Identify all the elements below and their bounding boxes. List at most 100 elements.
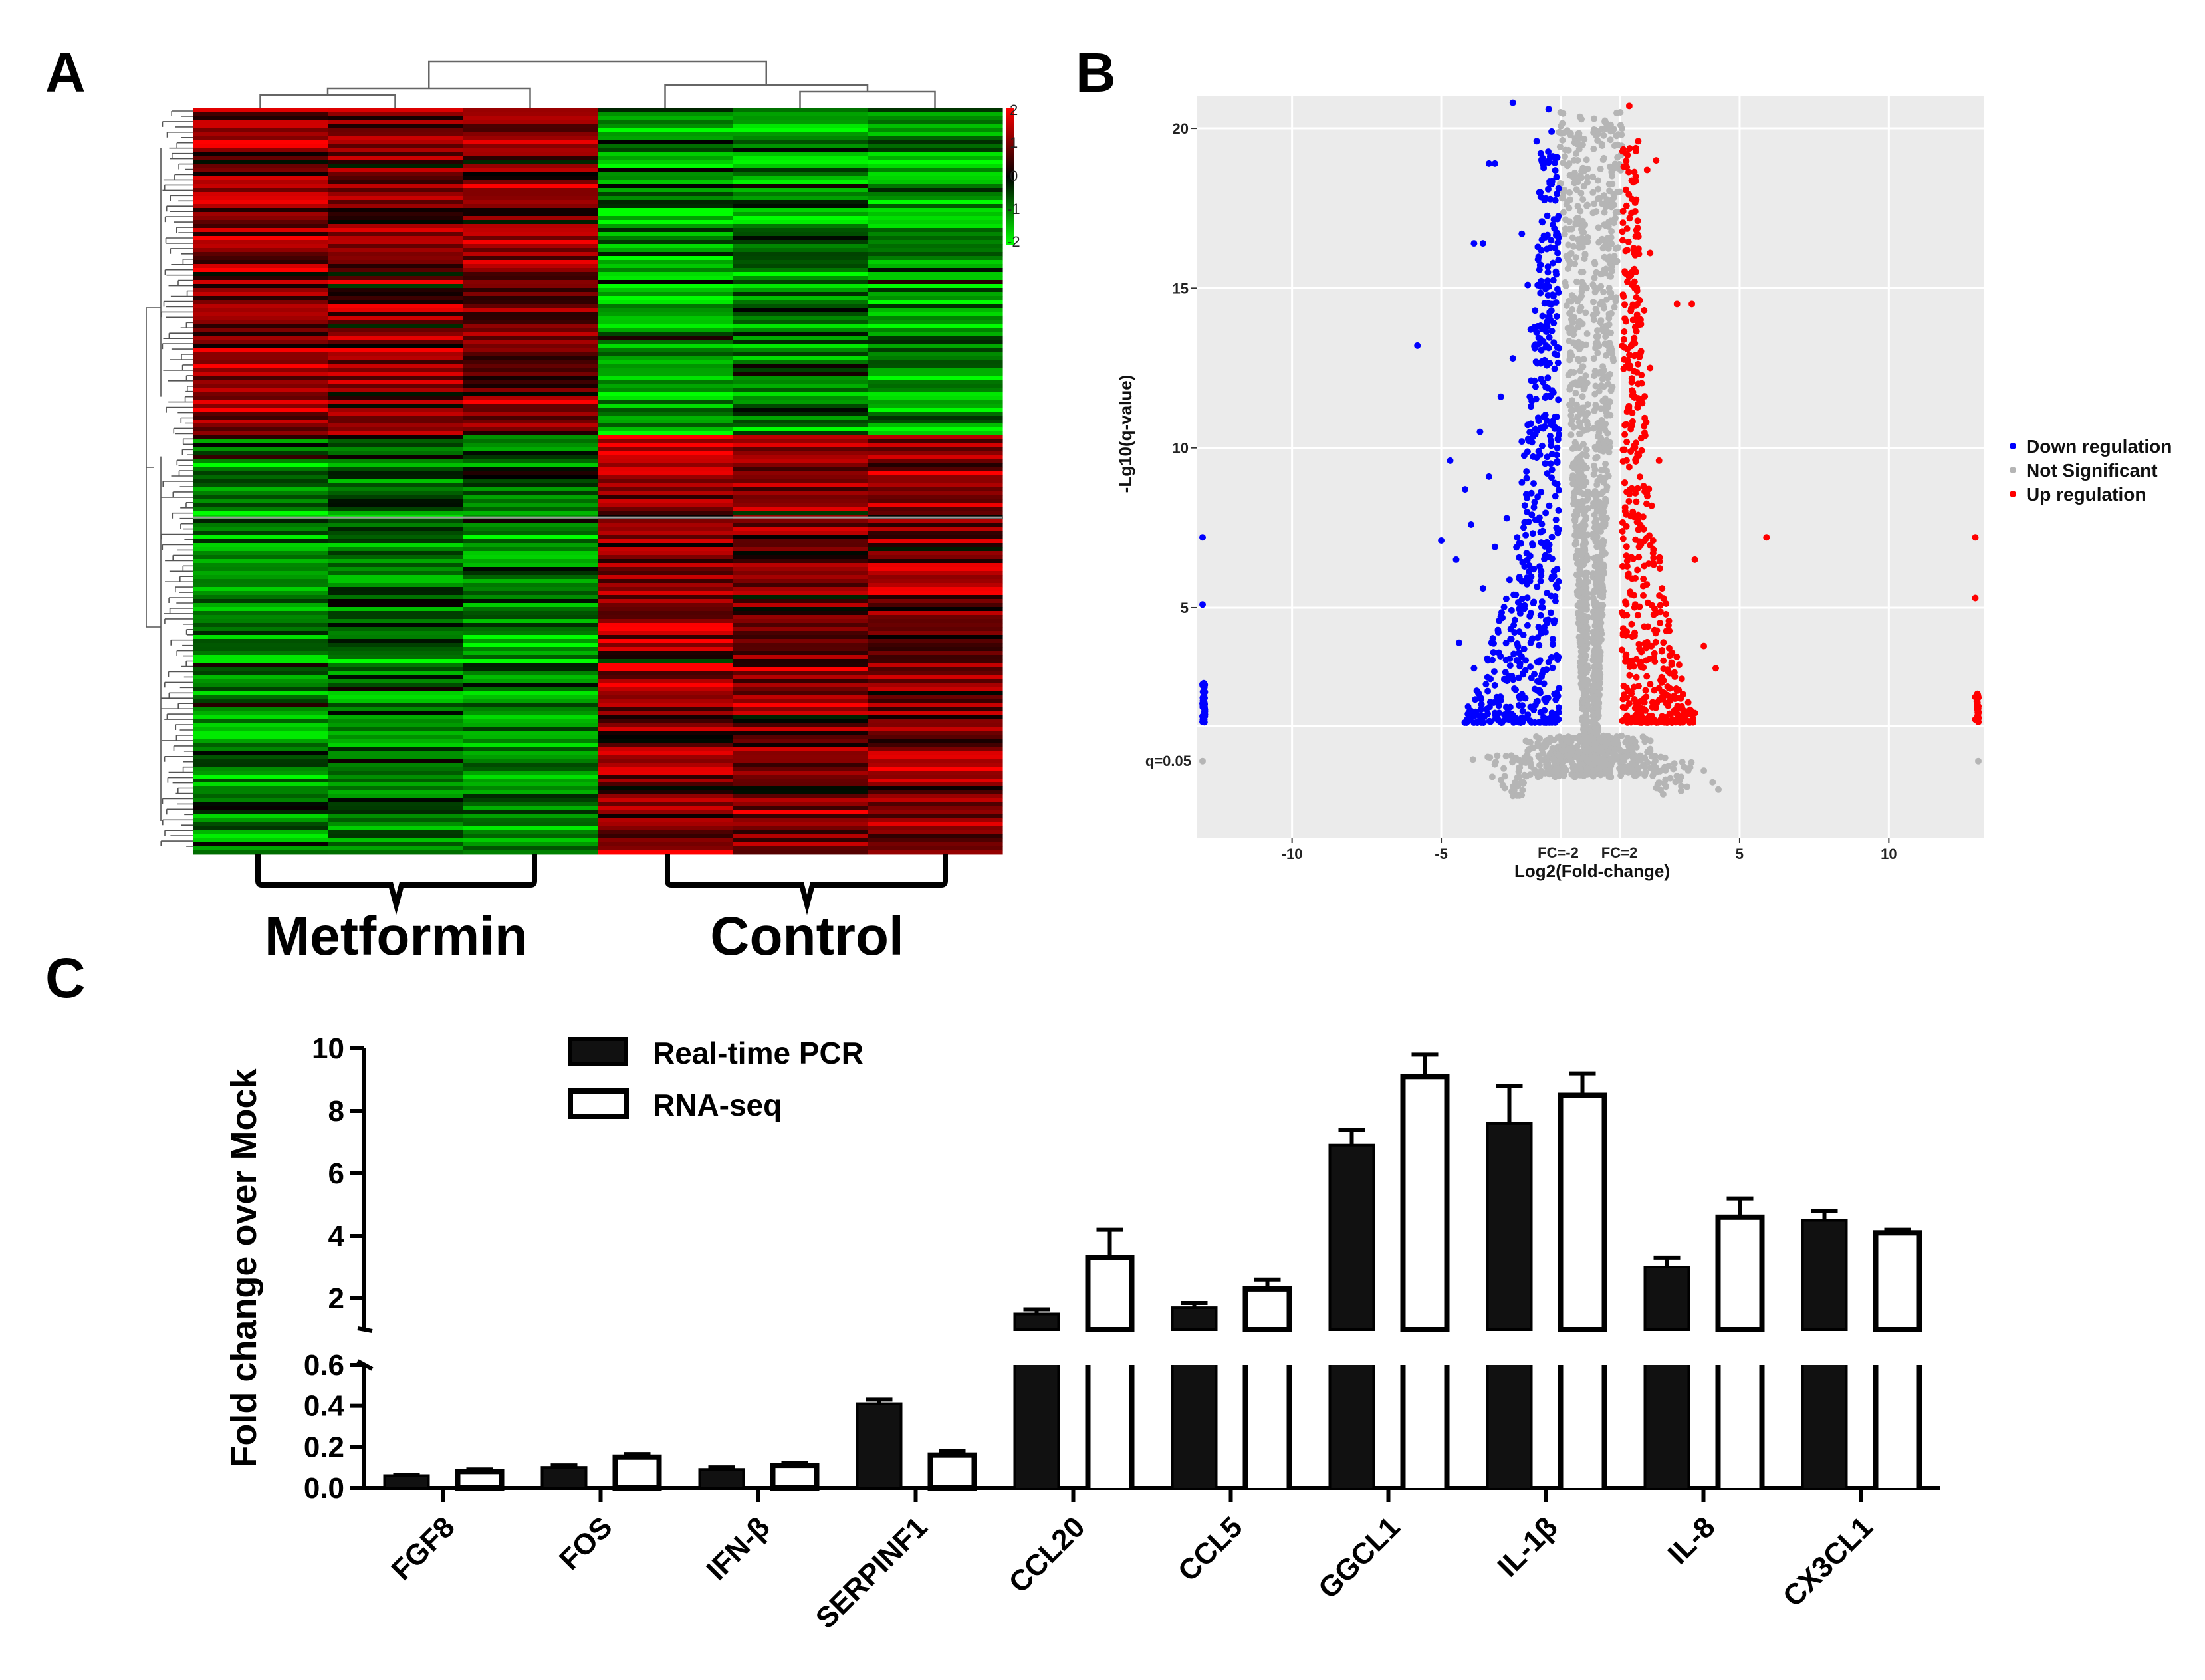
heatmap-cell <box>733 687 868 691</box>
point-down-regulation <box>1543 245 1550 253</box>
point-not-significant <box>1583 156 1590 164</box>
point-not-significant <box>1581 522 1589 529</box>
point-up-regulation <box>1639 582 1647 590</box>
heatmap-cell <box>463 782 598 787</box>
point-up-regulation <box>1625 404 1633 412</box>
point-not-significant <box>1589 590 1597 597</box>
down-regulation-points <box>1199 99 1563 726</box>
heatmap-cell <box>598 443 733 448</box>
heatmap-cell <box>868 224 1003 229</box>
point-down-regulation <box>1534 322 1542 330</box>
heatmap-cell <box>598 703 733 707</box>
heatmap-cell <box>463 272 598 277</box>
heatmap-cell <box>193 779 328 783</box>
bar-legend: Real-time PCR RNA-seq <box>568 1036 864 1122</box>
point-not-significant <box>1599 594 1607 601</box>
heatmap-cell <box>328 280 463 285</box>
heatmap-cell <box>463 360 598 364</box>
point-not-significant <box>1597 771 1604 778</box>
heatmap-cell <box>328 116 463 121</box>
heatmap-cell <box>868 240 1003 245</box>
heatmap-cell <box>193 260 328 265</box>
point-up-regulation <box>1619 562 1626 570</box>
heatmap-cell <box>193 112 328 117</box>
point-up-regulation <box>1623 363 1630 370</box>
point-down-regulation <box>1535 447 1542 455</box>
point-down-regulation <box>1520 452 1528 459</box>
heatmap-cell <box>193 703 328 707</box>
point-down-regulation <box>1462 486 1468 493</box>
point-up-regulation <box>1623 651 1630 658</box>
heatmap-cell <box>193 483 328 488</box>
heatmap-cell <box>598 731 733 735</box>
point-up-regulation <box>1643 166 1651 174</box>
heatmap-cell <box>598 236 733 241</box>
point-not-significant <box>1630 754 1637 761</box>
point-down-regulation <box>1519 715 1526 723</box>
heatmap-cell <box>733 192 868 197</box>
heatmap-cell <box>733 659 868 663</box>
point-down-regulation <box>1550 389 1557 396</box>
row-dendrogram-branches <box>146 110 193 847</box>
heatmap-cell <box>733 499 868 504</box>
heatmap-cell <box>733 798 868 803</box>
point-down-regulation <box>1553 174 1560 181</box>
heatmap-cell <box>598 232 733 237</box>
point-up-regulation <box>1625 498 1633 505</box>
point-down-regulation <box>1554 249 1562 257</box>
heatmap-cell <box>868 196 1003 201</box>
heatmap-cell <box>193 599 328 604</box>
point-not-significant <box>1651 753 1659 760</box>
point-down-regulation <box>1502 595 1510 602</box>
heatmap-cell <box>328 212 463 217</box>
point-not-significant <box>1590 425 1597 432</box>
heatmap-cell <box>193 196 328 201</box>
heatmap-cell <box>733 790 868 795</box>
heatmap-cell <box>193 719 328 723</box>
heatmap-cell <box>463 400 598 404</box>
heatmap-cell <box>463 132 598 137</box>
point-not-significant <box>1566 218 1573 225</box>
heatmap-cell <box>193 619 328 624</box>
point-down-regulation <box>1490 668 1498 675</box>
point-down-regulation <box>1541 695 1548 703</box>
point-down-regulation <box>1550 259 1557 267</box>
point-down-regulation <box>1546 300 1554 308</box>
heatmap-cell <box>463 216 598 221</box>
point-not-significant <box>1520 780 1527 787</box>
heatmap-cell <box>328 707 463 711</box>
heatmap-cell <box>193 683 328 687</box>
point-not-significant <box>1533 733 1540 740</box>
point-up-regulation <box>1645 560 1653 568</box>
point-not-significant <box>1600 732 1607 739</box>
heatmap-cell <box>868 555 1003 560</box>
point-not-significant <box>1558 122 1565 130</box>
point-not-significant <box>1571 169 1578 176</box>
point-down-regulation <box>1555 257 1562 264</box>
heatmap-cell <box>868 806 1003 811</box>
heatmap-cell <box>328 364 463 368</box>
heatmap-cell <box>193 408 328 412</box>
point-not-significant <box>1611 142 1618 149</box>
heatmap-cell <box>868 535 1003 540</box>
heatmap-cell <box>193 212 328 217</box>
bar-rna-seq-upper-segment <box>1242 1286 1292 1333</box>
heatmap-cell <box>463 475 598 480</box>
point-up-regulation <box>1627 425 1635 433</box>
heatmap-cell <box>868 575 1003 580</box>
heatmap-cell <box>463 723 598 727</box>
point-up-regulation <box>1625 238 1632 245</box>
heatmap-cell <box>868 503 1003 508</box>
point-up-regulation <box>1624 554 1631 562</box>
point-down-regulation <box>1501 711 1508 719</box>
heatmap-cell <box>868 782 1003 787</box>
point-not-significant <box>1569 480 1577 487</box>
heatmap-cell <box>463 256 598 261</box>
heatmap-cell <box>868 300 1003 304</box>
heatmap-cell <box>733 699 868 703</box>
heatmap-cell <box>463 587 598 592</box>
heatmap-cell <box>598 539 733 544</box>
point-not-significant <box>1606 187 1613 195</box>
heatmap-cell <box>193 348 328 352</box>
heatmap-cell <box>328 348 463 352</box>
